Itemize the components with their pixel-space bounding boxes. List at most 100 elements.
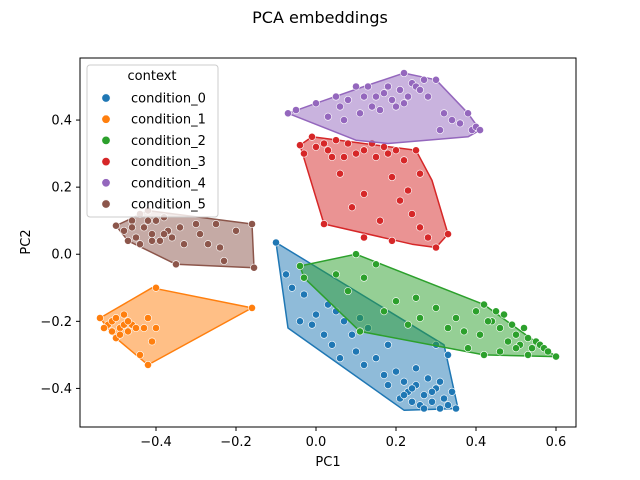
point-condition_1-13	[132, 324, 140, 332]
point-condition_5-15	[176, 223, 184, 232]
point-condition_3-26	[444, 230, 452, 238]
point-condition_3-20	[388, 173, 396, 181]
legend: context condition_0condition_1condition_…	[86, 64, 219, 218]
point-condition_5-8	[148, 230, 156, 238]
point-condition_0-44	[328, 340, 336, 349]
point-condition_0-13	[352, 347, 360, 356]
x-tick-label: 0.0	[306, 435, 327, 450]
point-condition_0-21	[400, 377, 408, 386]
point-condition_2-14	[460, 327, 468, 336]
point-condition_0-2	[288, 283, 296, 292]
point-condition_2-4	[352, 250, 360, 259]
point-condition_4-10	[364, 82, 372, 91]
point-condition_0-0	[272, 238, 280, 247]
point-condition_1-10	[112, 314, 120, 322]
point-condition_5-22	[220, 256, 228, 265]
point-condition_4-23	[420, 75, 428, 84]
point-condition_5-24	[248, 220, 256, 228]
point-condition_2-1	[300, 273, 308, 282]
point-condition_4-27	[440, 109, 448, 118]
point-condition_4-22	[416, 86, 424, 94]
point-condition_4-19	[404, 92, 412, 101]
point-condition_4-6	[344, 96, 352, 104]
point-condition_5-14	[172, 260, 180, 269]
point-condition_2-7	[372, 260, 380, 269]
point-condition_4-7	[352, 82, 360, 91]
point-condition_3-30	[348, 203, 356, 212]
point-condition_3-2	[308, 132, 316, 141]
x-tick-label: 0.6	[546, 435, 567, 450]
point-condition_3-1	[300, 149, 308, 158]
point-condition_4-15	[388, 96, 396, 104]
point-condition_5-1	[120, 226, 128, 235]
point-condition_0-11	[340, 317, 348, 326]
y-tick-label: 0.0	[51, 248, 72, 263]
point-condition_2-37	[476, 330, 484, 339]
series-condition_1	[96, 283, 256, 369]
chart-title: PCA embeddings	[252, 8, 388, 27]
point-condition_4-5	[340, 116, 348, 124]
point-condition_0-1	[282, 270, 290, 279]
point-condition_3-3	[312, 142, 320, 151]
point-condition_4-16	[392, 102, 400, 111]
point-condition_0-16	[372, 354, 380, 363]
point-condition_0-12	[348, 330, 356, 339]
point-condition_1-19	[144, 314, 152, 322]
legend-label-condition_2: condition_2	[131, 134, 206, 149]
point-condition_0-3	[296, 317, 304, 326]
point-condition_2-23	[512, 330, 520, 339]
x-tick-label: 0.2	[386, 435, 407, 450]
point-condition_3-17	[412, 146, 420, 155]
hull-condition_4	[287, 72, 481, 145]
point-condition_4-1	[292, 106, 300, 114]
point-condition_4-33	[476, 126, 484, 135]
series-condition_2	[296, 250, 560, 361]
point-condition_2-31	[544, 347, 552, 356]
point-condition_2-38	[512, 344, 520, 353]
point-condition_4-12	[376, 106, 384, 114]
point-condition_0-35	[420, 404, 428, 413]
point-condition_1-1	[152, 283, 160, 292]
point-condition_3-9	[352, 149, 360, 158]
point-condition_3-29	[360, 189, 368, 198]
point-condition_2-35	[496, 347, 504, 356]
point-condition_2-11	[416, 314, 424, 322]
plot-area	[96, 69, 560, 413]
point-condition_3-0	[296, 141, 304, 150]
point-condition_3-14	[384, 149, 392, 158]
point-condition_5-17	[192, 220, 200, 228]
legend-marker-condition_2	[101, 135, 111, 145]
point-condition_3-12	[372, 153, 380, 161]
point-condition_0-34	[452, 404, 460, 413]
point-condition_3-7	[340, 153, 348, 161]
point-condition_5-23	[232, 226, 240, 235]
point-condition_5-13	[168, 233, 176, 242]
x-tick-label: −0.4	[140, 435, 172, 450]
y-tick-label: 0.4	[51, 114, 72, 129]
point-condition_5-26	[136, 240, 144, 249]
point-condition_0-23	[408, 397, 416, 406]
point-condition_2-16	[480, 300, 488, 309]
x-tick-label: 0.4	[466, 435, 487, 450]
point-condition_1-14	[136, 350, 144, 359]
point-condition_4-36	[336, 102, 344, 111]
plot-frame	[79, 57, 577, 428]
point-condition_0-31	[440, 394, 448, 403]
point-condition_3-24	[424, 233, 432, 242]
point-condition_1-22	[124, 317, 132, 326]
point-condition_3-25	[432, 243, 440, 252]
point-condition_5-2	[124, 236, 132, 245]
point-condition_2-32	[552, 352, 560, 361]
point-condition_0-26	[420, 391, 428, 399]
point-condition_0-38	[428, 387, 436, 396]
point-condition_4-34	[400, 99, 408, 108]
point-condition_0-10	[336, 354, 344, 363]
point-condition_1-0	[248, 303, 256, 312]
point-condition_2-27	[528, 344, 536, 353]
legend-label-condition_1: condition_1	[131, 113, 206, 128]
point-condition_5-29	[148, 236, 156, 245]
point-condition_3-19	[404, 186, 412, 195]
point-condition_0-42	[384, 381, 392, 389]
series-condition_3	[296, 132, 452, 252]
